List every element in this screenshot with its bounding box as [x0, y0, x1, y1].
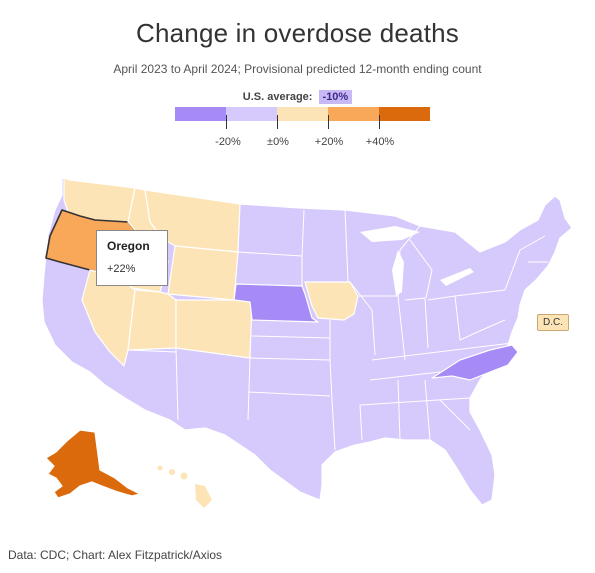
us-map [41, 177, 573, 508]
lake-superior [360, 226, 420, 242]
dc-label: D.C. [537, 314, 569, 331]
legend-tick [277, 115, 278, 129]
chart-title: Change in overdose deaths [135, 18, 459, 48]
state-hawaii [157, 465, 212, 508]
us-average-label: U.S. average: [242, 91, 313, 103]
state-utah [127, 289, 177, 351]
state-north-carolina [431, 344, 519, 381]
legend-swatch [379, 107, 430, 121]
legend-tick [328, 115, 329, 129]
state-tooltip: Oregon +22% [96, 230, 168, 286]
state-wyoming [167, 245, 239, 301]
legend-swatch [277, 107, 328, 121]
legend-swatch [328, 107, 379, 121]
us-average-value: -10% [318, 90, 353, 104]
legend-swatch [226, 107, 277, 121]
color-legend [175, 107, 430, 121]
legend-tick [379, 115, 380, 129]
legend-tick-label: -20% [215, 136, 241, 148]
legend-swatch [175, 107, 226, 121]
legend-tick-label: +20% [314, 136, 344, 148]
state-nebraska [233, 283, 319, 323]
state-colorado [175, 299, 253, 359]
legend-ticks [175, 107, 430, 129]
source-credit: Data: CDC; Chart: Alex Fitzpatrick/Axios [8, 548, 223, 562]
state-alaska [45, 429, 141, 499]
tooltip-state-value: +22% [107, 263, 136, 275]
lake-erie [440, 268, 474, 286]
lake-michigan [392, 250, 404, 296]
legend-tick-label: +40% [365, 136, 395, 148]
tooltip-state-name: Oregon [107, 239, 150, 253]
legend-tick [226, 115, 227, 129]
us-average: U.S. average: -10% [0, 90, 595, 104]
chart-subtitle: April 2023 to April 2024; Provisional pr… [113, 62, 482, 76]
legend-tick-label: ±0% [267, 136, 289, 148]
